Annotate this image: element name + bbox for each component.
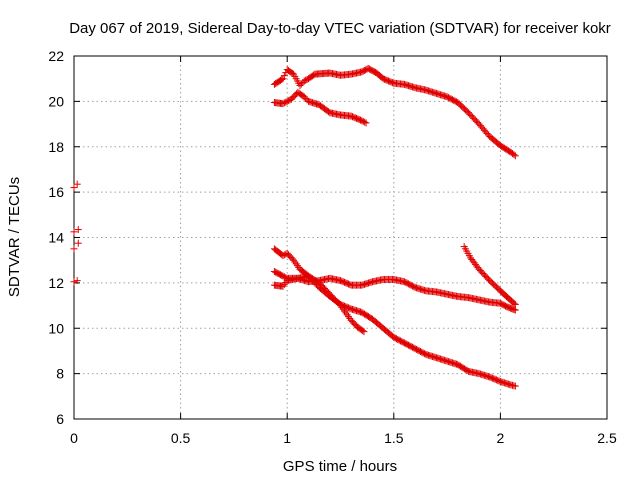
data-point bbox=[511, 152, 519, 160]
data-point bbox=[279, 252, 287, 260]
data-point bbox=[300, 93, 308, 101]
data-point bbox=[293, 262, 301, 270]
data-point bbox=[73, 277, 81, 285]
x-tick-label: 1 bbox=[283, 430, 291, 446]
series-track bbox=[270, 245, 368, 336]
data-point bbox=[302, 76, 310, 84]
y-tick-label: 18 bbox=[48, 139, 64, 155]
data-points bbox=[70, 64, 519, 390]
data-point bbox=[361, 118, 369, 126]
x-tick-label: 2 bbox=[497, 430, 505, 446]
y-axis-label: SDTVAR / TECUs bbox=[6, 177, 23, 297]
data-point bbox=[297, 80, 305, 88]
data-point bbox=[292, 260, 300, 268]
x-tick-label: 0 bbox=[70, 430, 78, 446]
data-point bbox=[283, 97, 291, 105]
x-tick-labels: 0 0.5 1 1.5 2 2.5 bbox=[70, 430, 617, 446]
data-point bbox=[302, 94, 310, 102]
data-point bbox=[285, 97, 293, 105]
data-point bbox=[279, 272, 287, 280]
data-point bbox=[358, 117, 366, 125]
grid-lines bbox=[74, 56, 607, 419]
y-tick-label: 20 bbox=[48, 93, 64, 109]
chart-title: Day 067 of 2019, Sidereal Day-to-day VTE… bbox=[69, 20, 611, 37]
series-track bbox=[70, 180, 82, 286]
data-point bbox=[74, 239, 82, 247]
y-tick-labels: 6 8 10 12 14 16 18 20 22 bbox=[48, 48, 64, 427]
y-tick-label: 14 bbox=[48, 230, 64, 246]
data-point bbox=[280, 99, 288, 107]
data-point bbox=[70, 278, 78, 286]
data-point bbox=[282, 98, 290, 106]
data-point bbox=[362, 119, 370, 127]
x-tick-label: 1.5 bbox=[384, 430, 404, 446]
data-point bbox=[70, 245, 78, 253]
data-point bbox=[359, 327, 367, 335]
series-track bbox=[460, 243, 519, 308]
data-point bbox=[300, 77, 308, 85]
data-point bbox=[510, 151, 518, 159]
y-tick-label: 12 bbox=[48, 275, 64, 291]
x-tick-label: 2.5 bbox=[597, 430, 617, 446]
x-tick-label: 0.5 bbox=[171, 430, 191, 446]
data-point bbox=[510, 299, 518, 307]
data-point bbox=[511, 382, 519, 390]
data-point bbox=[70, 228, 78, 236]
y-tick-label: 6 bbox=[56, 411, 64, 427]
y-tick-label: 16 bbox=[48, 184, 64, 200]
y-tick-label: 8 bbox=[56, 366, 64, 382]
data-point bbox=[296, 81, 304, 89]
data-point bbox=[280, 273, 288, 281]
data-point bbox=[291, 258, 299, 266]
data-point bbox=[279, 75, 287, 83]
y-tick-label: 10 bbox=[48, 320, 64, 336]
y-tick-label: 22 bbox=[48, 48, 64, 64]
data-point bbox=[73, 180, 81, 188]
series-track bbox=[270, 268, 519, 390]
axis-ticks bbox=[73, 55, 608, 420]
series-track bbox=[270, 274, 519, 314]
data-point bbox=[280, 72, 288, 80]
data-point bbox=[278, 75, 286, 83]
data-point bbox=[359, 117, 367, 125]
data-point bbox=[511, 300, 519, 308]
series-track bbox=[270, 64, 519, 160]
data-point bbox=[74, 226, 82, 234]
series-track bbox=[270, 88, 370, 127]
data-point bbox=[290, 256, 298, 264]
data-point bbox=[70, 184, 78, 192]
data-point bbox=[279, 100, 287, 108]
data-point bbox=[360, 328, 368, 336]
x-axis-label: GPS time / hours bbox=[283, 458, 397, 475]
